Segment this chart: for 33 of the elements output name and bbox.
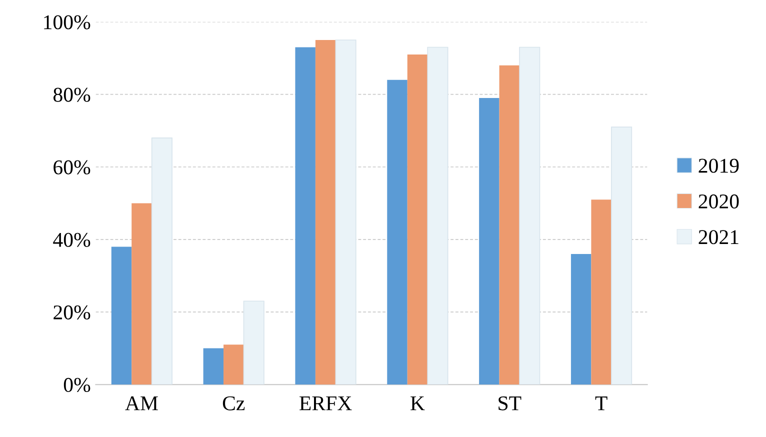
x-tick-label: Cz (222, 396, 245, 410)
x-tick-label: K (410, 396, 425, 410)
x-tick-label: T (595, 396, 608, 410)
bar (111, 246, 132, 385)
x-tick-label: ERFX (300, 396, 352, 410)
legend-label: 2021 (698, 230, 738, 244)
bar (335, 40, 356, 385)
bar (427, 46, 448, 385)
y-tick-label: 20% (54, 305, 90, 320)
bar (387, 80, 408, 385)
bar (224, 344, 244, 385)
bar (295, 47, 316, 385)
bar (243, 300, 264, 385)
y-tick-label: 0% (64, 378, 90, 392)
y-tick-label: 40% (53, 232, 90, 247)
bar (611, 126, 632, 385)
y-tick-label: 100% (44, 15, 90, 30)
bar (499, 65, 520, 385)
legend-label: 2020 (698, 194, 739, 208)
y-tick-label: 80% (53, 88, 90, 102)
bar (407, 54, 428, 385)
bar (203, 348, 224, 385)
bar (519, 46, 540, 385)
x-tick-label: ST (498, 396, 522, 410)
bar (570, 254, 592, 385)
y-tick-label: 60% (54, 160, 90, 174)
bar (479, 98, 500, 385)
bar (132, 203, 152, 385)
bar (591, 200, 612, 385)
bar (151, 137, 172, 385)
legend-label: 2019 (698, 158, 739, 173)
x-tick-label: AM (125, 396, 158, 410)
bar (315, 40, 336, 385)
